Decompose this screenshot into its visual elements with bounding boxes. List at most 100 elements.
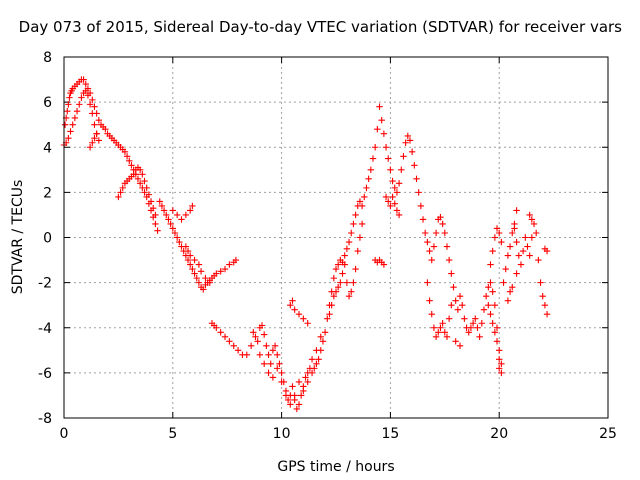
data-point <box>93 130 100 137</box>
data-point <box>343 245 351 252</box>
data-point <box>274 365 281 372</box>
data-point <box>389 193 396 201</box>
data-point <box>502 265 509 273</box>
data-point <box>278 369 285 377</box>
data-point <box>493 338 501 345</box>
data-point <box>297 392 305 399</box>
data-point <box>504 252 512 259</box>
data-point <box>304 320 311 327</box>
data-point <box>128 162 135 169</box>
data-point <box>441 229 448 237</box>
data-point <box>352 265 359 273</box>
data-point <box>284 396 292 404</box>
data-point <box>408 148 416 155</box>
data-point <box>254 338 261 345</box>
data-point <box>152 220 159 228</box>
data-point <box>195 279 203 286</box>
data-point <box>493 324 501 331</box>
data-point <box>73 107 81 115</box>
data-point <box>450 283 457 291</box>
data-point <box>417 202 425 210</box>
data-point <box>200 286 207 293</box>
data-point <box>295 401 303 408</box>
data-point <box>95 137 103 144</box>
data-point <box>485 301 492 309</box>
data-point <box>291 306 298 313</box>
data-point <box>123 153 131 160</box>
y-axis-label: SDTVAR / TECUs <box>10 180 26 295</box>
data-point <box>532 229 540 237</box>
data-point <box>293 405 301 413</box>
data-point <box>252 333 259 340</box>
data-point <box>289 297 296 304</box>
data-point <box>304 378 311 386</box>
data-point <box>321 329 329 336</box>
data-point <box>102 126 109 133</box>
data-point <box>169 225 176 232</box>
data-point <box>213 270 220 277</box>
data-point <box>454 306 462 313</box>
data-point <box>387 202 394 210</box>
data-point <box>171 229 179 237</box>
data-point <box>169 207 176 214</box>
data-point <box>65 135 72 142</box>
data-point <box>341 261 348 268</box>
data-point <box>250 329 257 336</box>
data-point <box>191 270 198 277</box>
data-point <box>271 342 279 349</box>
data-point <box>348 288 355 295</box>
x-tick-label: 10 <box>273 426 291 442</box>
data-point <box>426 247 433 255</box>
data-point <box>195 261 203 268</box>
data-point <box>258 322 266 329</box>
y-tick-label: -8 <box>38 411 52 427</box>
data-point <box>269 347 277 354</box>
data-point <box>330 292 338 300</box>
data-point <box>465 329 472 336</box>
y-tick-label: -2 <box>38 276 52 292</box>
grid-lines <box>64 57 608 418</box>
data-point <box>365 175 372 183</box>
data-point <box>452 297 459 304</box>
data-point <box>426 297 433 304</box>
data-point <box>504 297 512 304</box>
data-point <box>302 374 309 381</box>
data-point <box>184 247 192 255</box>
data-point <box>154 227 161 234</box>
data-point <box>445 256 453 264</box>
data-point <box>176 238 183 246</box>
data-point <box>61 121 69 128</box>
data-point <box>382 144 390 151</box>
data-point <box>265 369 272 377</box>
chart-title: Day 073 of 2015, Sidereal Day-to-day VTE… <box>19 18 623 36</box>
data-point <box>389 177 396 185</box>
data-point <box>395 211 403 219</box>
data-point <box>398 166 405 174</box>
data-point <box>206 279 213 286</box>
data-point <box>522 234 529 241</box>
data-point <box>319 338 327 345</box>
data-point <box>300 315 307 322</box>
data-point <box>489 320 496 327</box>
data-point <box>345 238 353 246</box>
data-point <box>187 261 194 268</box>
data-point <box>528 216 536 223</box>
data-point <box>182 211 190 219</box>
data-point <box>295 311 303 318</box>
data-point <box>91 135 98 142</box>
data-point <box>517 261 525 268</box>
data-point <box>496 356 503 363</box>
data-point <box>136 180 144 187</box>
x-tick-label: 25 <box>599 426 617 442</box>
data-point <box>402 139 409 146</box>
data-point <box>64 107 71 115</box>
data-point <box>380 130 388 137</box>
data-point <box>367 166 375 174</box>
data-point <box>509 283 516 291</box>
data-point <box>178 216 185 223</box>
data-point <box>445 315 453 322</box>
data-point <box>350 279 357 286</box>
data-point <box>308 369 316 377</box>
data-point <box>173 234 181 241</box>
